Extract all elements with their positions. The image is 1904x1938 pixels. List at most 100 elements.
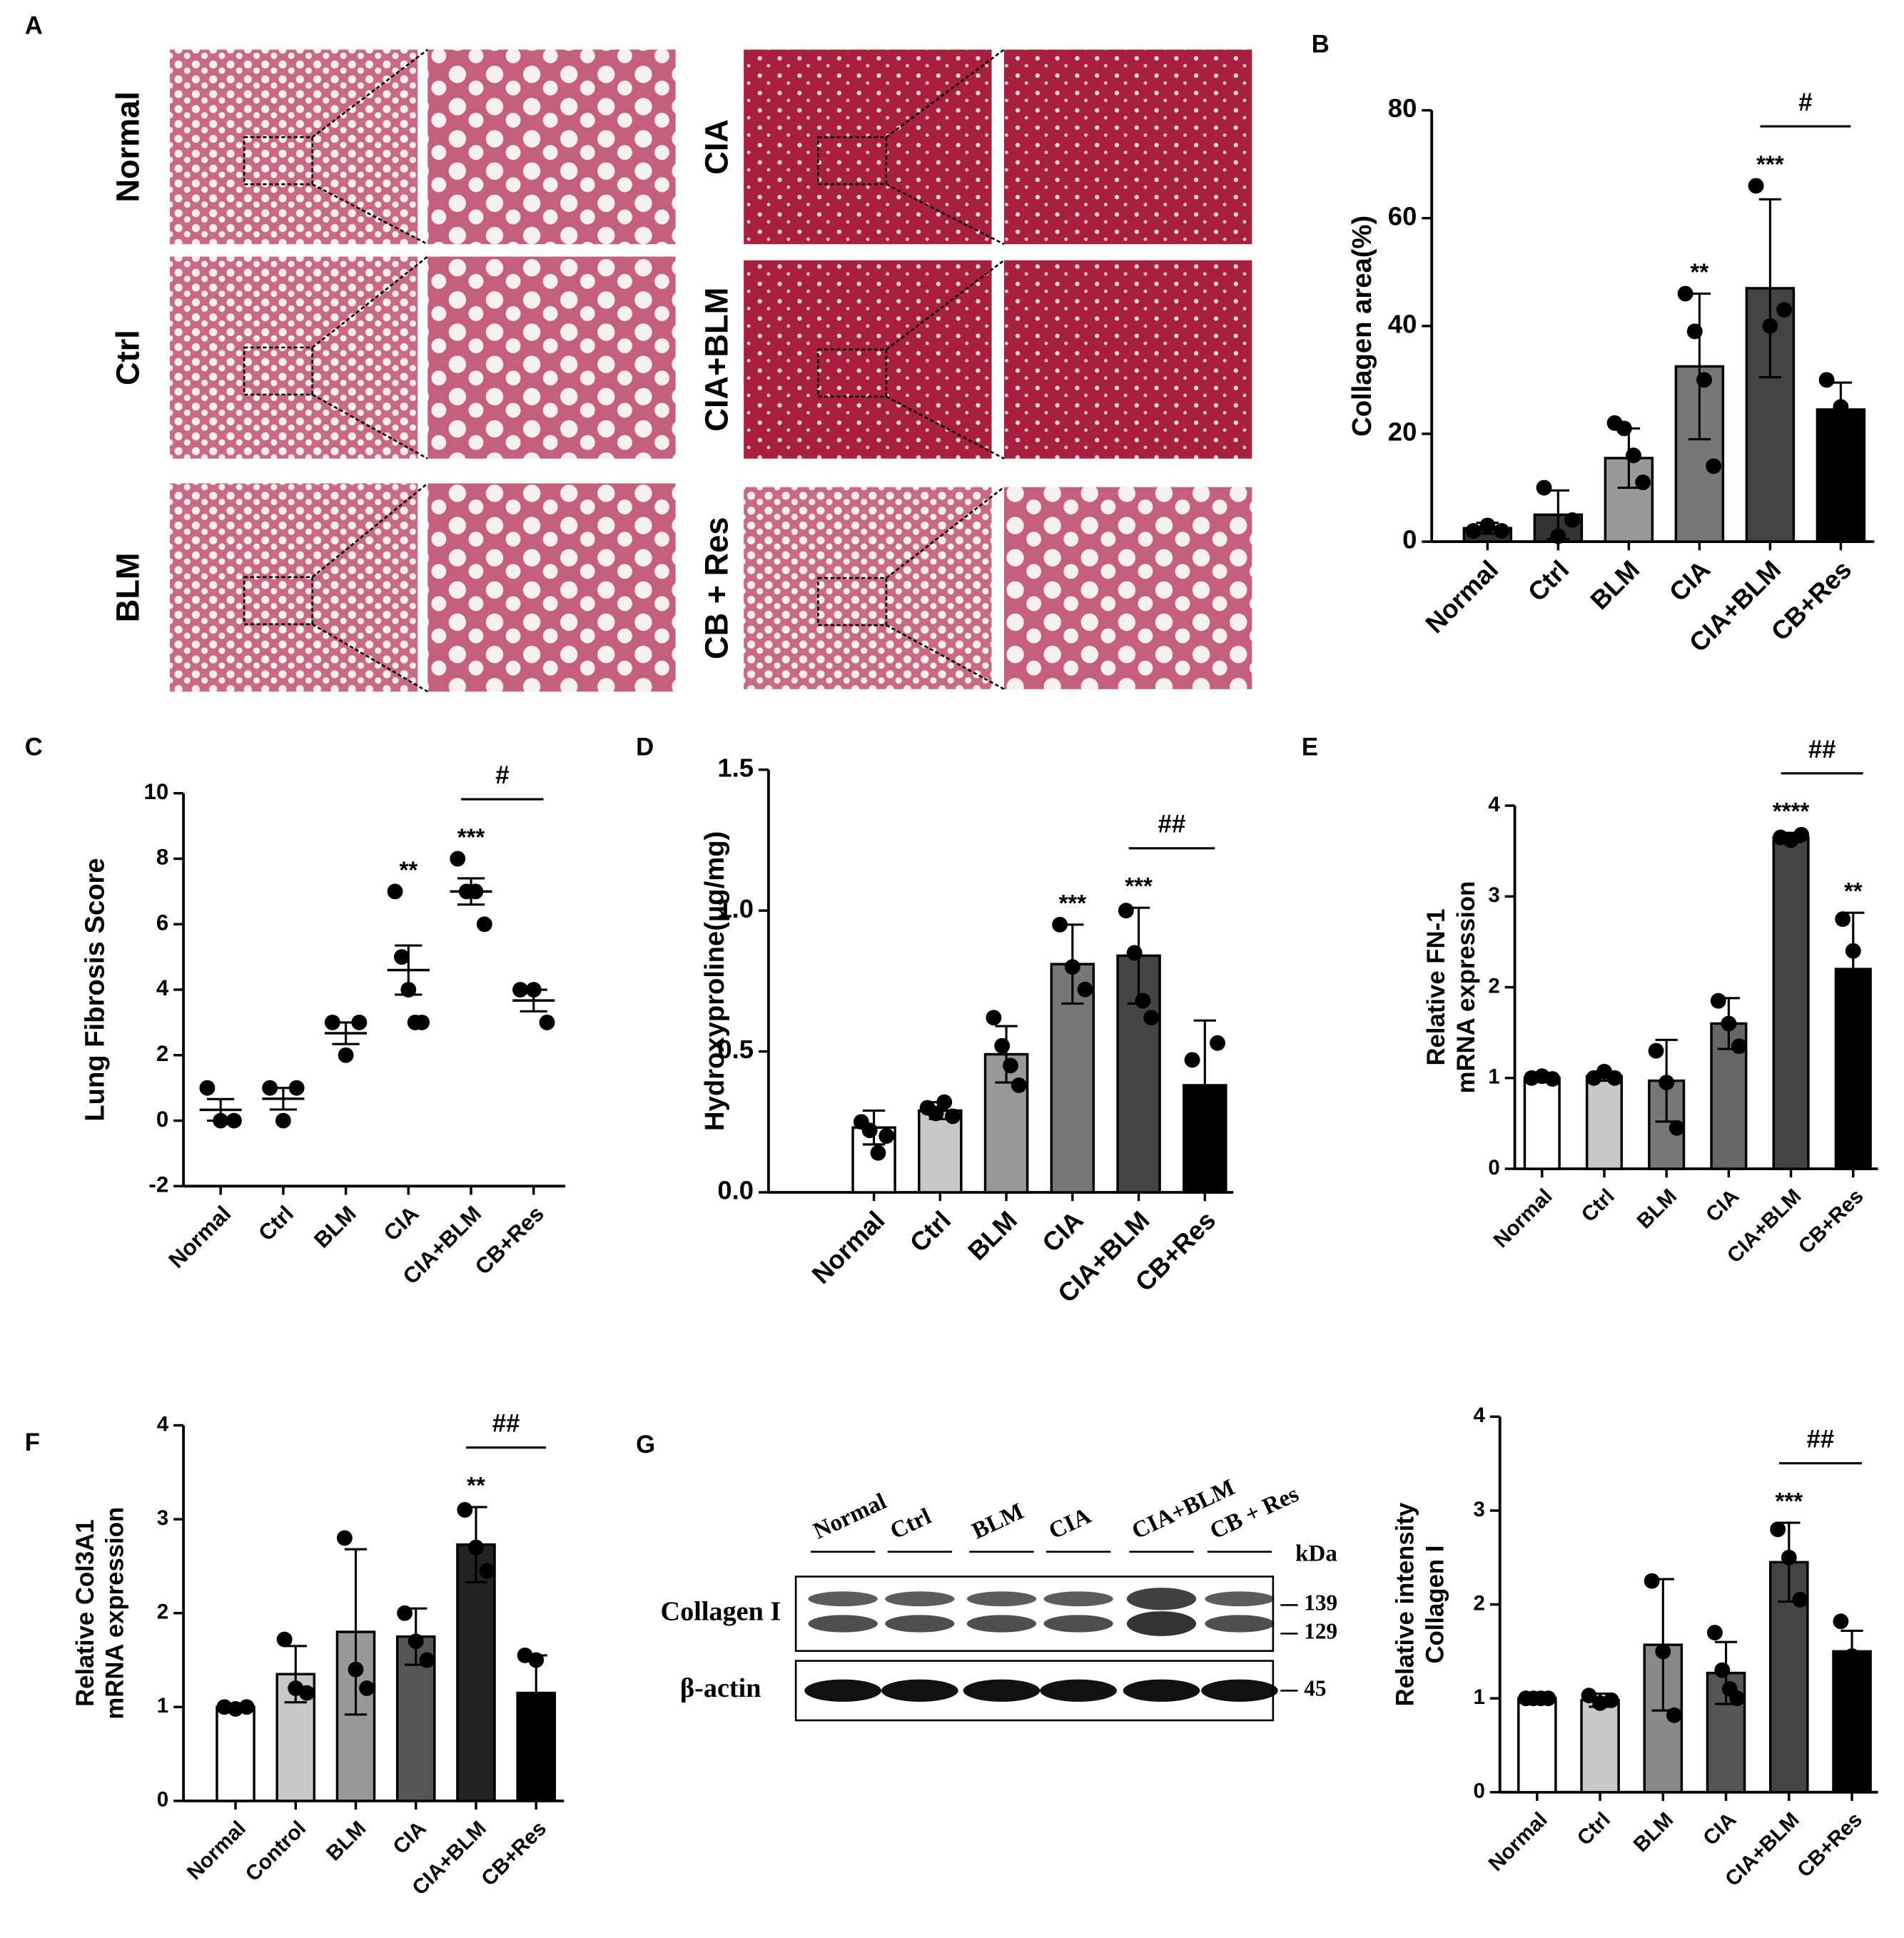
significance-label: ** <box>399 856 417 883</box>
y-tick-label: 0 <box>156 1107 168 1132</box>
data-point <box>336 1530 353 1546</box>
data-point <box>467 883 484 900</box>
x-tick-label: BLM <box>1633 1184 1682 1234</box>
significance-label: *** <box>1125 873 1153 899</box>
y-tick-label: 0.0 <box>717 1176 754 1205</box>
data-point <box>512 982 528 998</box>
group-label: Normal <box>109 91 146 203</box>
x-tick-label: Ctrl <box>1522 554 1574 607</box>
bar <box>216 1705 255 1802</box>
data-point <box>1731 1038 1747 1055</box>
data-point <box>1564 512 1581 528</box>
bar <box>1517 1697 1557 1794</box>
data-point <box>1686 323 1703 340</box>
bracket-label: # <box>1798 89 1812 116</box>
histology-zoom <box>1003 49 1252 245</box>
data-point <box>1648 1042 1664 1059</box>
bracket-label: ## <box>492 1411 520 1438</box>
histology-zoom <box>1003 260 1252 459</box>
y-tick-label: 1 <box>157 1694 168 1718</box>
data-point <box>1479 517 1496 534</box>
data-point <box>1581 1688 1597 1704</box>
panel-label: E <box>1302 734 1318 761</box>
band <box>1126 1611 1197 1636</box>
data-point <box>338 1047 354 1063</box>
data-point <box>1550 528 1566 544</box>
significance-label: ** <box>467 1472 485 1498</box>
lane-label: CIA <box>1045 1503 1095 1544</box>
group-label: Ctrl <box>109 330 146 385</box>
x-tick-label: CB+Res <box>477 1817 551 1891</box>
data-point <box>1197 1088 1213 1105</box>
x-tick-label: Normal <box>806 1205 891 1289</box>
data-point <box>1666 1707 1682 1723</box>
x-tick-label: CIA <box>1036 1205 1088 1257</box>
x-tick-label: Normal <box>183 1817 250 1884</box>
histology-overview <box>169 49 418 245</box>
histology-overview <box>744 49 992 245</box>
band <box>966 1615 1037 1633</box>
data-point <box>870 1145 886 1161</box>
data-point <box>936 1094 953 1110</box>
significance-label: ** <box>1844 878 1863 904</box>
data-point <box>1064 959 1080 975</box>
marker-label: 139 <box>1304 1591 1337 1615</box>
x-tick-label: Ctrl <box>1577 1184 1619 1227</box>
y-tick-label: 8 <box>156 845 168 870</box>
x-tick-label: CIA <box>388 1817 430 1859</box>
data-point <box>1835 911 1851 928</box>
histology-overview <box>744 487 992 689</box>
y-axis-label: Relative FN-1 <box>1423 909 1450 1066</box>
histology-zoom <box>427 483 676 692</box>
data-point <box>226 1112 242 1129</box>
band <box>1205 1591 1275 1607</box>
data-point <box>861 1122 878 1139</box>
data-point <box>1793 826 1810 843</box>
x-tick-label: CIA <box>1698 1808 1741 1850</box>
data-point <box>539 1014 555 1030</box>
marker-label: 45 <box>1304 1675 1326 1700</box>
significance-label: *** <box>1059 890 1087 916</box>
zoom-box <box>243 346 314 396</box>
y-tick-label: 1.5 <box>717 753 754 782</box>
data-point <box>528 1652 545 1668</box>
data-point <box>288 1080 305 1096</box>
data-point <box>928 1105 944 1122</box>
data-point <box>945 1108 961 1125</box>
x-tick-label: BLM <box>1629 1808 1678 1857</box>
data-point <box>1659 1075 1675 1091</box>
y-tick-label: 2 <box>1473 1591 1484 1615</box>
x-tick-label: Normal <box>1489 1184 1556 1252</box>
bar <box>1585 1075 1624 1170</box>
data-point <box>1540 1690 1556 1707</box>
data-point <box>1668 1120 1685 1136</box>
data-point <box>1781 1549 1797 1566</box>
y-tick-label: 1 <box>1473 1685 1484 1709</box>
data-point <box>1126 945 1143 961</box>
y-tick-label: 1.0 <box>717 894 754 923</box>
zoom-line <box>886 486 1005 579</box>
x-tick-label: CB+Res <box>1793 1808 1867 1882</box>
y-tick-label: 0 <box>1473 1779 1484 1802</box>
data-point <box>1844 1648 1860 1664</box>
x-tick-label: BLM <box>962 1205 1023 1266</box>
y-tick-label: 4 <box>1488 793 1500 816</box>
data-point <box>1762 318 1778 334</box>
histology-zoom <box>1003 487 1252 689</box>
y-tick-label: 20 <box>1388 417 1417 447</box>
y-tick-label: 3 <box>1488 883 1499 907</box>
data-point <box>394 949 410 965</box>
group-label: CB + Res <box>698 517 734 659</box>
band <box>963 1679 1040 1702</box>
y-tick-label: 2 <box>1488 974 1499 998</box>
data-point <box>238 1699 255 1715</box>
data-point <box>457 1502 473 1518</box>
histology-overview <box>169 256 418 459</box>
band <box>1043 1615 1113 1633</box>
data-point <box>359 1680 375 1696</box>
y-tick-label: 2 <box>157 1600 168 1624</box>
data-point <box>1077 981 1093 998</box>
x-tick-label: Ctrl <box>904 1205 956 1257</box>
